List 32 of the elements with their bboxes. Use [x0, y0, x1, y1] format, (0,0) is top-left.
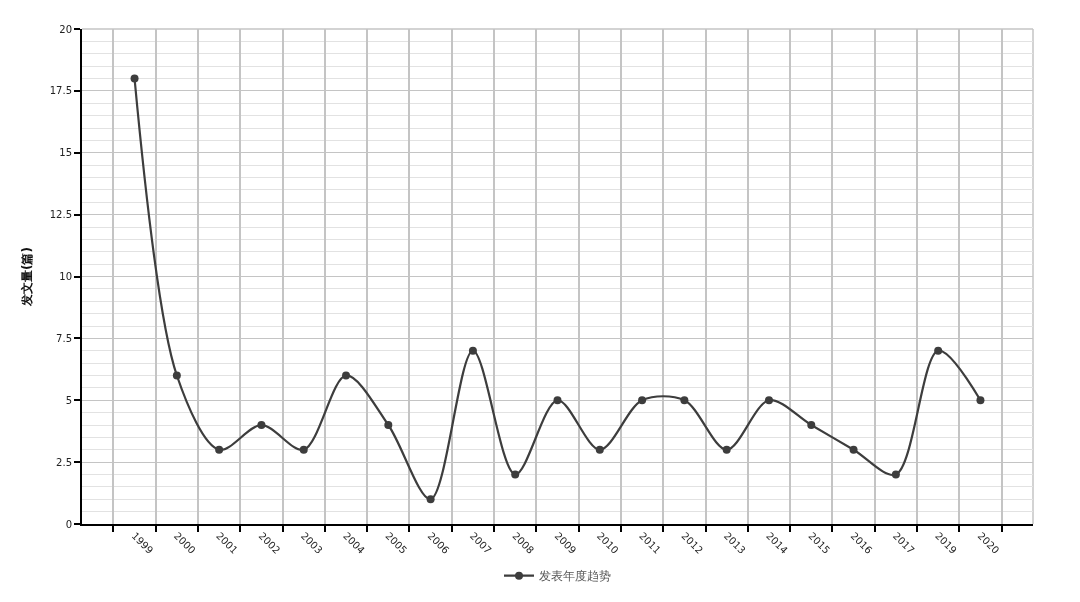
point	[595, 445, 604, 454]
y-tick-label: 10	[59, 271, 72, 282]
point	[511, 470, 520, 479]
y-tick-label: 7.5	[56, 332, 72, 344]
y-tick-label: 5	[65, 394, 72, 406]
point	[553, 396, 562, 405]
point	[299, 445, 308, 454]
point	[130, 74, 139, 83]
point	[638, 396, 647, 405]
point	[807, 421, 816, 429]
point	[891, 470, 900, 479]
point	[680, 396, 689, 405]
point	[215, 445, 224, 454]
point	[172, 371, 181, 380]
y-tick-label: 12.5	[49, 209, 72, 221]
y-tick-label: 17.5	[49, 85, 72, 97]
point	[342, 371, 351, 380]
point	[764, 396, 773, 405]
y-tick-label: 0	[65, 518, 72, 530]
y-tick-label: 15	[59, 147, 72, 159]
point	[722, 445, 731, 454]
point	[468, 346, 477, 355]
y-tick-label: 2.5	[56, 456, 72, 468]
point	[426, 495, 435, 504]
point	[849, 445, 858, 454]
point	[384, 421, 393, 429]
point	[976, 396, 985, 405]
point	[934, 346, 943, 355]
y-axis-title: 发文量(篇)	[19, 247, 34, 307]
y-tick-label: 20	[59, 23, 72, 35]
legend-label: 发表年度趋势	[539, 569, 611, 584]
point	[257, 421, 266, 429]
